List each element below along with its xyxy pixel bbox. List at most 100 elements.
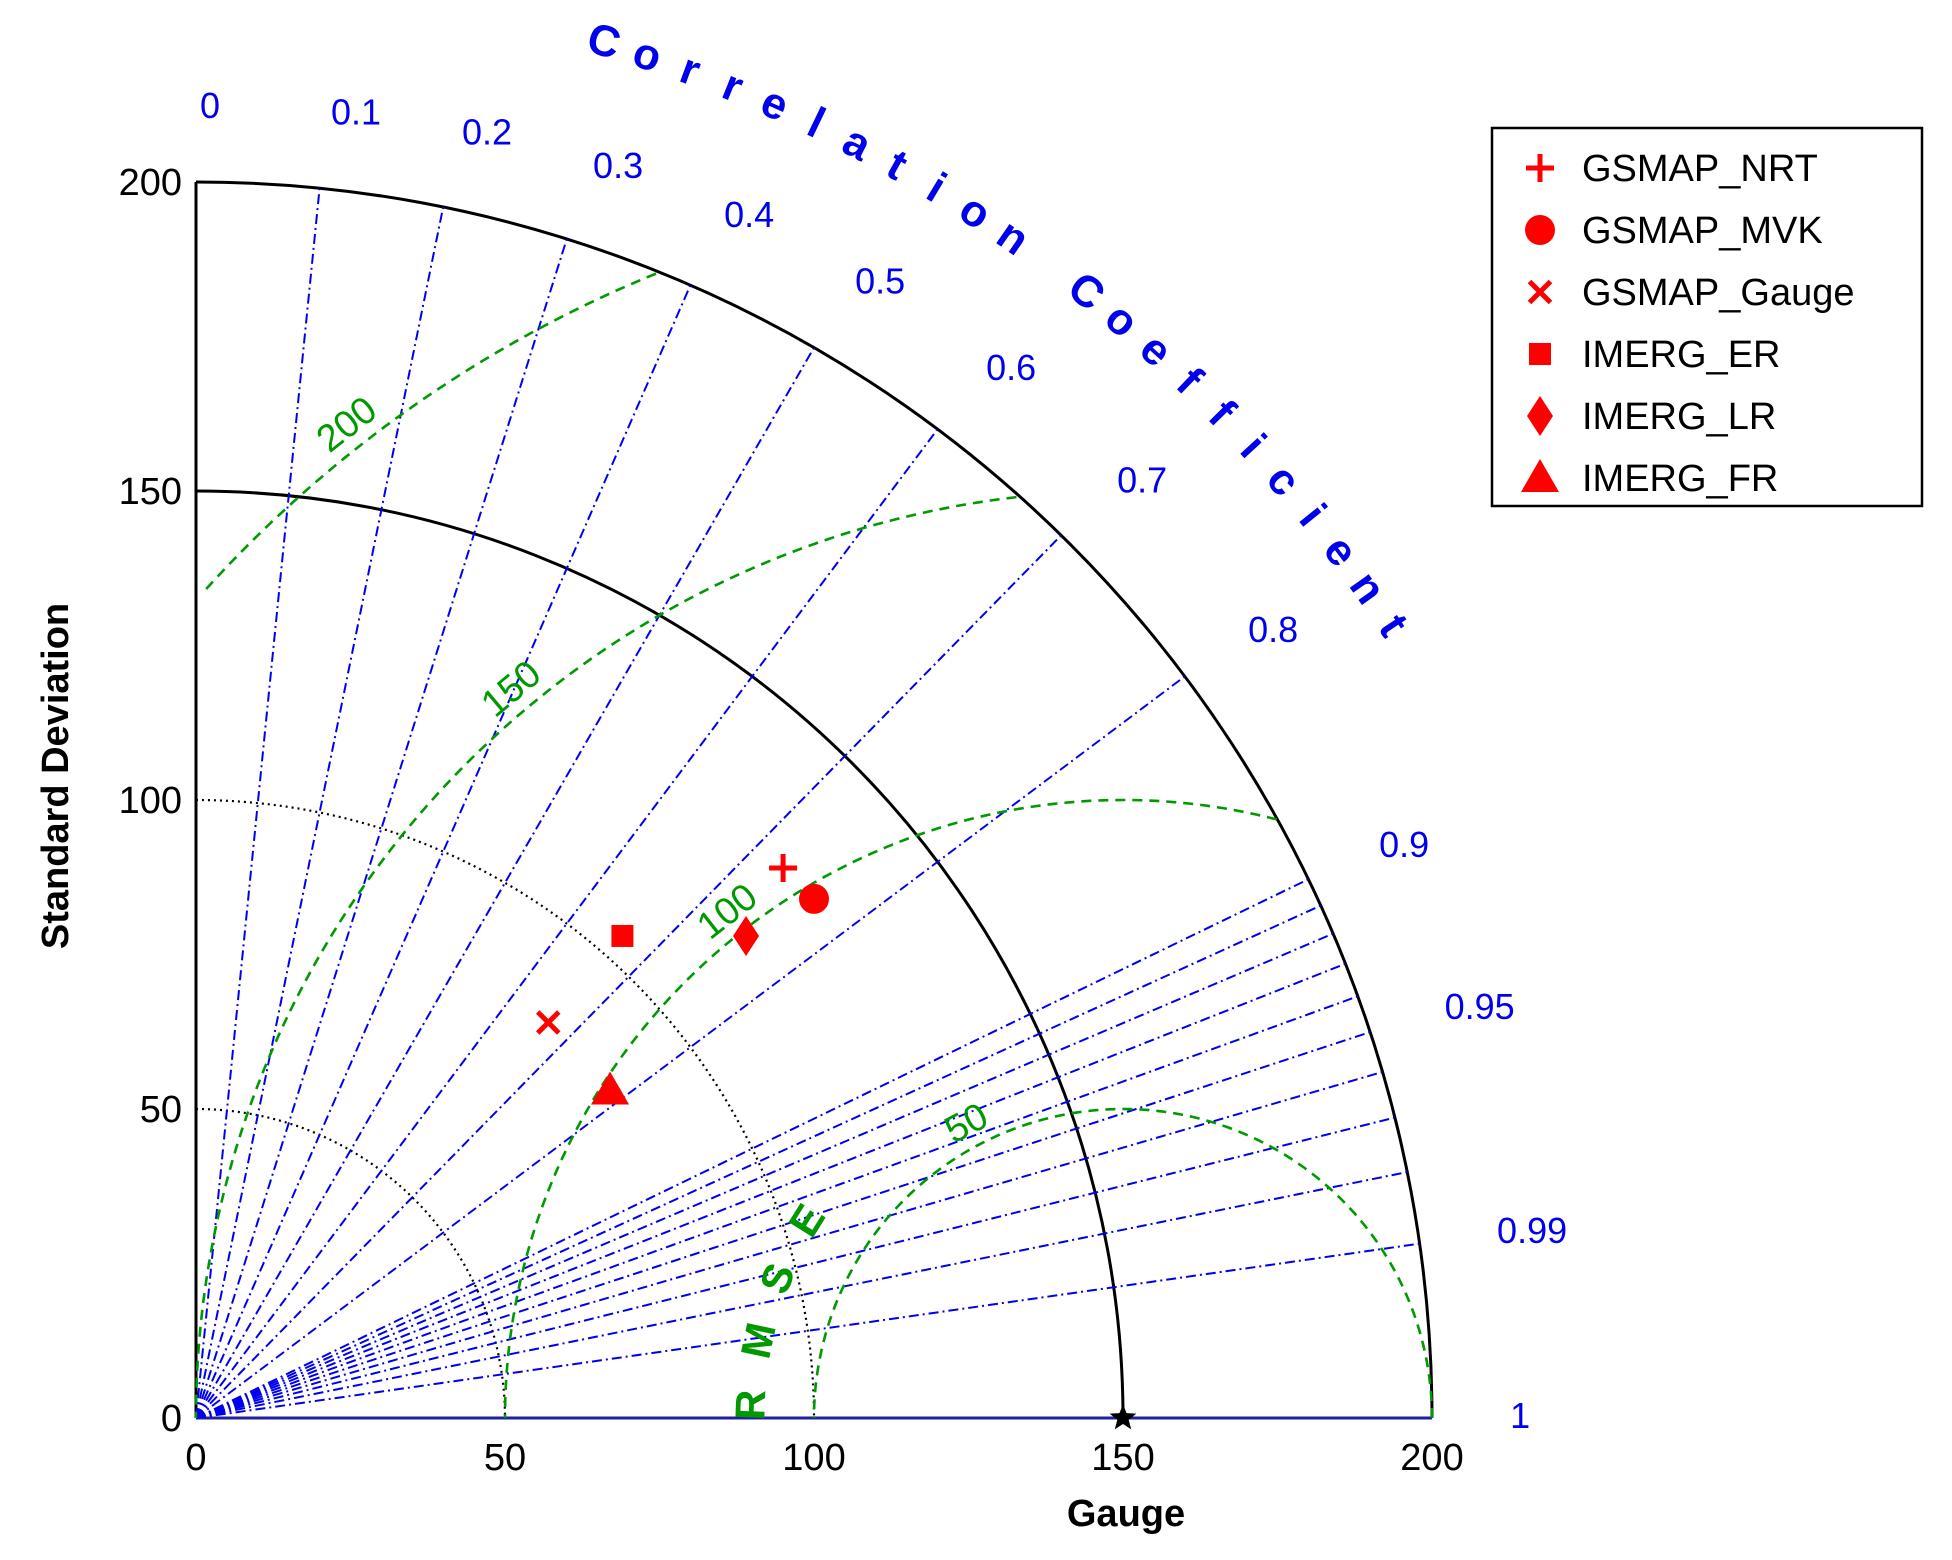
x-axis-title: Gauge — [1067, 1493, 1185, 1535]
legend-marker-imerg-fr — [1521, 459, 1559, 492]
rmse-title-letter: R — [726, 1389, 774, 1421]
correlation-tick-label: 0 — [200, 85, 220, 126]
legend-marker-gsmap-gauge — [1527, 279, 1553, 305]
data-markers — [535, 853, 1137, 1430]
correlation-title-letter: r — [674, 44, 707, 96]
correlation-title-letter: i — [919, 164, 955, 212]
legend-box — [1490, 126, 1924, 508]
correlation-title-letter: c — [1257, 455, 1310, 506]
correlation-tick-label: 0.5 — [855, 260, 905, 301]
marker-gsmap-mvk — [799, 883, 829, 914]
correlation-tick-label: 0.99 — [1497, 1210, 1567, 1251]
correlation-title-letter: t — [1369, 606, 1418, 646]
legend-items: GSMAP_NRT GSMAP_MVK GSMAP_Gauge IMERG_ER IME… — [1521, 148, 1854, 500]
correlation-ray — [195, 1242, 1420, 1419]
correlation-title-letter: n — [988, 209, 1038, 265]
y-axis-title: Standard Deviation — [35, 603, 77, 949]
correlation-title-letter: l — [800, 98, 832, 147]
correlation-tick-label: 0.6 — [986, 347, 1036, 388]
rmse-title-letter: M — [732, 1318, 785, 1362]
correlation-title-letter: e — [1314, 527, 1368, 576]
x-tick-label: 50 — [484, 1437, 526, 1479]
rmse-arc-200 — [203, 272, 657, 592]
rmse-title-letter: S — [750, 1257, 804, 1301]
legend: GSMAP_NRT GSMAP_MVK GSMAP_Gauge IMERG_ER IME… — [1490, 126, 1924, 508]
y-tick-label: 50 — [140, 1089, 182, 1131]
marker-imerg-fr — [591, 1071, 630, 1105]
legend-marker-imerg-er — [1529, 343, 1551, 365]
correlation-ray — [195, 904, 1322, 1419]
correlation-title-letter: i — [1290, 495, 1336, 535]
rmse-tick-label: 50 — [938, 1095, 995, 1152]
legend-marker-gsmap-nrt — [1526, 154, 1554, 182]
rmse-tick-label: 150 — [474, 653, 550, 726]
correlation-title-letter: n — [1340, 563, 1396, 613]
x-tick-label: 150 — [1091, 1437, 1154, 1479]
legend-marker-gsmap-mvk — [1525, 215, 1555, 245]
x-tick-label: 0 — [185, 1437, 206, 1479]
legend-label: IMERG_LR — [1582, 396, 1776, 438]
correlation-title-letter: e — [754, 77, 796, 132]
correlation-ray — [195, 284, 692, 1419]
rmse-arc-50 — [812, 1107, 1434, 1419]
correlation-tick-label: 0.2 — [462, 111, 512, 152]
reference-star-marker — [1109, 1404, 1137, 1430]
rmse-arc-150 — [194, 495, 1017, 1419]
legend-label: IMERG_FR — [1582, 458, 1778, 500]
correlation-title-letter: o — [951, 184, 1000, 240]
y-tick-label: 100 — [119, 780, 182, 822]
correlation-title-letter: a — [835, 116, 880, 171]
legend-label: GSMAP_NRT — [1582, 148, 1818, 190]
correlation-tick-label: 0.9 — [1379, 824, 1429, 865]
correlation-ray — [195, 428, 939, 1419]
correlation-ray — [195, 932, 1334, 1419]
correlation-title-letter: o — [627, 27, 668, 82]
correlation-tick-label: 0.4 — [724, 194, 774, 235]
x-tick-label: 200 — [1400, 1437, 1463, 1479]
correlation-ray — [195, 878, 1309, 1419]
correlation-ray — [195, 238, 568, 1419]
correlation-title-letter: e — [1130, 324, 1181, 377]
correlation-tick-label: 1 — [1510, 1395, 1530, 1436]
marker-gsmap-nrt — [769, 853, 798, 882]
legend-marker-imerg-lr — [1527, 396, 1553, 436]
correlation-ray — [195, 1031, 1371, 1419]
correlation-ray — [195, 347, 815, 1419]
correlation-ray — [195, 1171, 1408, 1419]
correlation-ray — [195, 534, 1062, 1419]
correlation-ray — [195, 675, 1186, 1419]
std-arc-100 — [195, 798, 816, 1419]
correlation-title-letter: f — [1199, 391, 1245, 436]
correlation-tick-label: 0.1 — [331, 91, 381, 132]
legend-label: GSMAP_Gauge — [1582, 272, 1854, 314]
correlation-tick-label: 0.95 — [1445, 986, 1515, 1027]
correlation-tick-label: 0.3 — [593, 145, 643, 186]
correlation-title-letter: o — [1096, 293, 1148, 348]
correlation-title-letter: t — [879, 140, 916, 190]
y-tick-label: 150 — [119, 471, 182, 513]
reference-std-arc — [195, 489, 1125, 1419]
correlation-tick-label: 0.7 — [1117, 459, 1167, 500]
correlation-ray — [195, 206, 445, 1419]
correlation-title-letter: i — [1231, 425, 1275, 467]
correlation-ray — [195, 962, 1346, 1419]
correlation-ray — [195, 1116, 1396, 1419]
y-tick-label: 0 — [161, 1398, 182, 1440]
marker-imerg-er — [611, 924, 634, 947]
x-tick-label: 100 — [782, 1437, 845, 1479]
legend-label: GSMAP_MVK — [1582, 210, 1823, 252]
marker-imerg-lr — [733, 915, 760, 956]
correlation-ray — [195, 188, 321, 1419]
correlation-title-letter: C — [582, 13, 626, 69]
y-tick-label: 200 — [119, 162, 182, 204]
rmse-arc-100 — [503, 798, 1278, 1419]
correlation-ray — [195, 1070, 1383, 1419]
rmse-tick-label: 200 — [309, 389, 385, 461]
correlation-title-letter: r — [716, 60, 750, 112]
correlation-title-letter: C — [1059, 262, 1114, 320]
marker-gsmap-gauge — [535, 1010, 561, 1035]
correlation-ray — [195, 995, 1359, 1419]
correlation-title-letter: f — [1167, 358, 1212, 404]
